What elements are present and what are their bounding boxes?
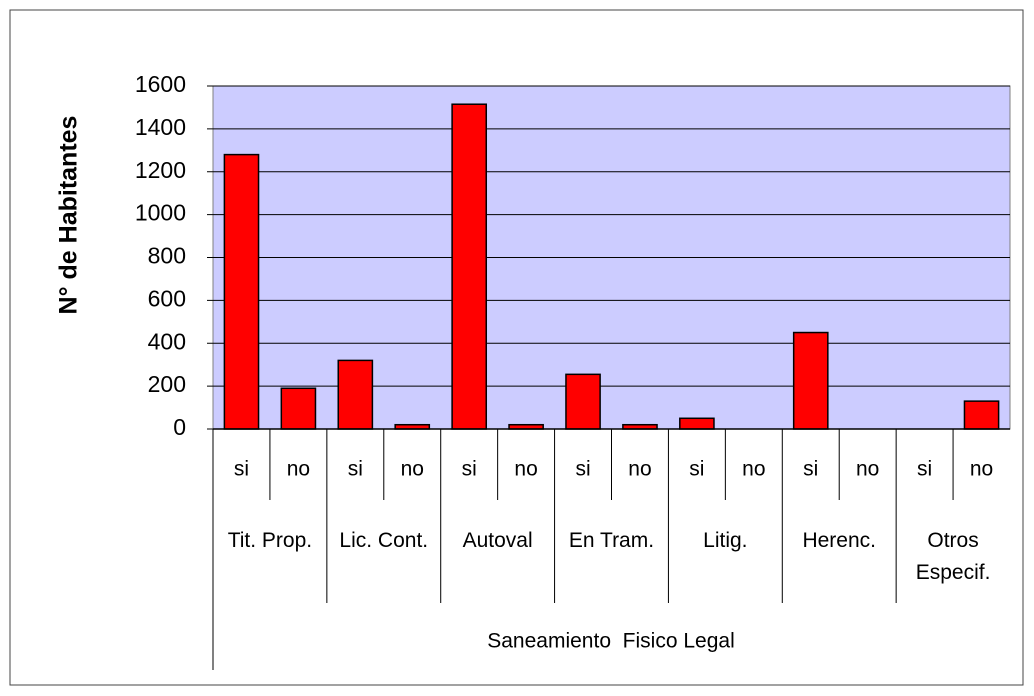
- x-tick-label: si: [234, 458, 249, 481]
- x-tick-label: no: [401, 458, 424, 481]
- y-tick-label: 1600: [135, 71, 186, 97]
- y-tick-label: 1200: [135, 157, 186, 183]
- x-tick-label: si: [917, 458, 932, 481]
- x-tick-label: no: [742, 458, 765, 481]
- x-tick-label: si: [803, 458, 818, 481]
- x-tick-label: no: [970, 458, 993, 481]
- x-axis-title: Saneamiento Fisico Legal: [487, 630, 734, 653]
- x-tick-label: si: [575, 458, 590, 481]
- x-tick-label: no: [287, 458, 310, 481]
- group-label: Tit. Prop.: [227, 529, 313, 552]
- x-tick-label: no: [628, 458, 651, 481]
- group-label: Autoval: [462, 529, 533, 552]
- group-label: Otros Especif.: [915, 529, 991, 584]
- y-axis-title: N° de Habitantes: [55, 116, 83, 315]
- group-label: Lic. Cont.: [339, 529, 429, 552]
- bar: [280, 387, 317, 430]
- y-tick-label: 1000: [135, 200, 186, 226]
- y-tick-label: 400: [148, 328, 186, 354]
- bar: [679, 417, 715, 430]
- bar: [565, 373, 601, 430]
- bar: [337, 359, 374, 430]
- y-tick-label: 800: [148, 243, 186, 269]
- y-tick-label: 200: [148, 371, 186, 397]
- bar: [223, 153, 260, 430]
- y-tick-label: 1400: [135, 114, 186, 140]
- y-tick-label: 600: [148, 285, 186, 311]
- x-tick-label: no: [514, 458, 537, 481]
- bar: [792, 331, 829, 430]
- y-tick-label: 0: [173, 414, 186, 440]
- x-tick-label: si: [348, 458, 363, 481]
- group-label: Herenc.: [802, 529, 876, 552]
- bar: [963, 400, 1000, 430]
- group-label: En Tram.: [568, 529, 655, 552]
- group-label: Litig.: [703, 529, 748, 552]
- x-tick-label: si: [462, 458, 477, 481]
- x-tick-label: si: [689, 458, 704, 481]
- x-tick-label: no: [856, 458, 879, 481]
- bar: [451, 103, 488, 430]
